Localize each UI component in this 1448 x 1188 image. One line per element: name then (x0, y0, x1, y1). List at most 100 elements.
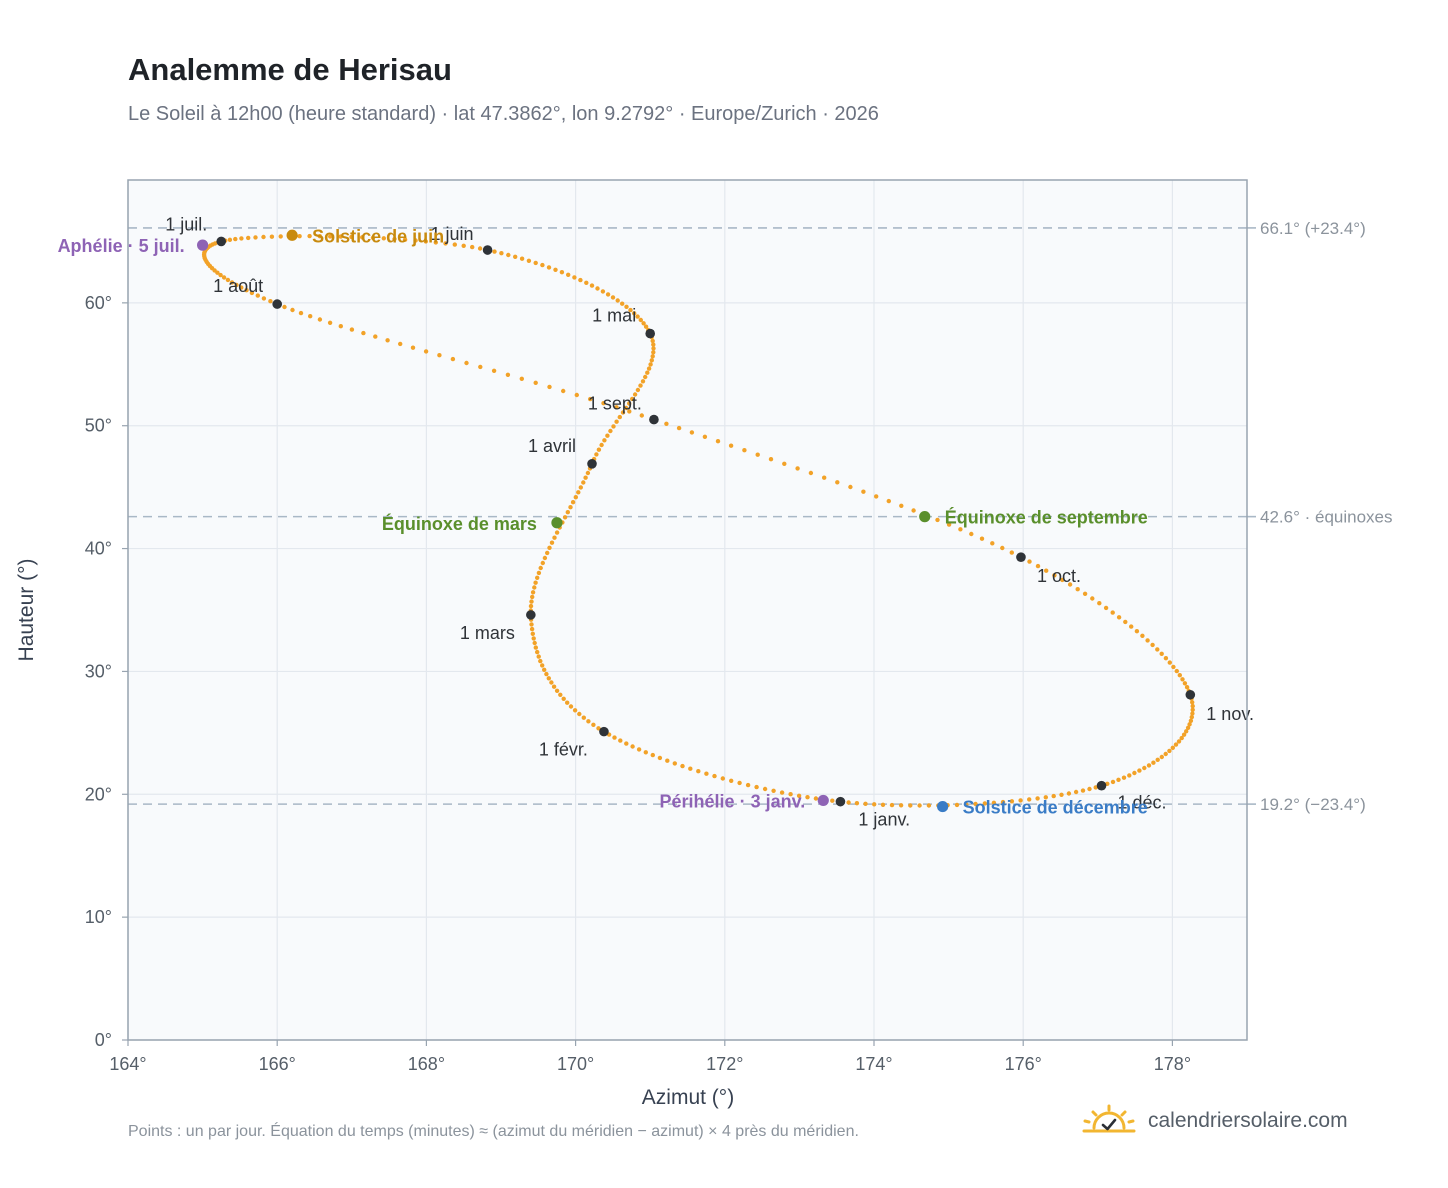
daily-point (1043, 795, 1049, 800)
daily-point (566, 272, 571, 277)
daily-point (1073, 789, 1079, 795)
daily-point (360, 235, 365, 240)
daily-point (1052, 573, 1057, 578)
daily-point (982, 801, 987, 806)
daily-point (676, 425, 682, 431)
daily-point (596, 447, 602, 452)
daily-point (1190, 707, 1195, 712)
month-label: 1 déc. (1118, 793, 1167, 813)
y-tick-label: 10° (85, 907, 112, 927)
daily-point (771, 788, 776, 793)
daily-point (1179, 735, 1184, 741)
daily-point (530, 631, 535, 636)
daily-point (410, 345, 416, 350)
daily-point (911, 508, 916, 513)
reference-line-label: 42.6° · équinoxes (1260, 508, 1393, 527)
event-marker (817, 794, 829, 807)
daily-point (477, 246, 483, 251)
daily-point (969, 531, 974, 537)
daily-point (1087, 786, 1092, 792)
daily-point (627, 401, 632, 406)
daily-point (381, 236, 386, 241)
daily-point (639, 413, 644, 418)
daily-point (269, 234, 275, 239)
daily-point (813, 796, 819, 801)
daily-point (261, 234, 266, 240)
daily-point (614, 419, 619, 424)
daily-point (547, 384, 552, 390)
event-marker (286, 229, 298, 241)
daily-point (338, 324, 343, 329)
month-label: 1 juin (431, 224, 474, 244)
daily-point (546, 265, 552, 270)
daily-point (805, 795, 810, 800)
sun-check-icon (1082, 1104, 1136, 1133)
daily-point (643, 324, 649, 329)
daily-point (581, 480, 586, 485)
daily-point (605, 292, 611, 297)
month-marker (587, 459, 597, 469)
daily-point (1000, 799, 1006, 805)
daily-point (530, 590, 536, 595)
daily-point (715, 439, 721, 444)
daily-point (585, 470, 591, 476)
daily-point (519, 376, 524, 381)
daily-point (568, 704, 574, 709)
daily-point (586, 719, 591, 724)
daily-point (908, 803, 913, 808)
daily-point (1051, 793, 1056, 799)
daily-point (392, 236, 397, 242)
brand[interactable]: calendriersolaire.com (1082, 1104, 1348, 1138)
daily-point (1140, 633, 1145, 638)
daily-point (1190, 703, 1195, 709)
daily-point (298, 310, 304, 316)
daily-point (478, 364, 483, 370)
daily-point (572, 708, 578, 713)
daily-point (1150, 642, 1155, 648)
daily-point (536, 654, 541, 659)
daily-point (1018, 798, 1023, 803)
daily-point (1176, 739, 1182, 744)
x-tick-label: 164° (109, 1054, 146, 1074)
x-axis-label: Azimut (°) (642, 1086, 734, 1109)
daily-point (568, 505, 573, 510)
daily-point (297, 234, 302, 239)
daily-point (1182, 681, 1188, 686)
daily-point (779, 790, 785, 795)
daily-point (338, 234, 343, 239)
daily-point (954, 802, 960, 808)
daily-point (1159, 754, 1165, 760)
daily-point (768, 457, 774, 462)
daily-point (1159, 651, 1164, 656)
daily-point (577, 711, 582, 717)
month-marker (1185, 689, 1196, 700)
y-axis-label: Hauteur (°) (15, 559, 38, 662)
daily-point (880, 802, 886, 807)
daily-point (361, 330, 366, 336)
daily-point (529, 626, 535, 632)
daily-point (830, 798, 835, 803)
daily-point (531, 636, 536, 641)
daily-point (1189, 714, 1195, 720)
daily-point (562, 515, 568, 520)
y-tick-label: 60° (85, 293, 112, 313)
month-marker (599, 726, 609, 737)
plot-area (128, 180, 1247, 1040)
daily-point (796, 793, 802, 798)
daily-point (846, 800, 851, 805)
daily-point (535, 575, 540, 580)
daily-point (535, 649, 540, 655)
daily-point (863, 801, 868, 806)
daily-point (519, 256, 525, 261)
reference-line-label: 66.1° (+23.4°) (1260, 219, 1366, 238)
daily-point (614, 405, 619, 410)
daily-point (239, 285, 244, 290)
daily-point (1170, 745, 1176, 750)
daily-point (645, 370, 650, 375)
daily-point (795, 466, 800, 471)
daily-point (492, 249, 497, 254)
daily-point (917, 803, 922, 808)
daily-point (1009, 550, 1014, 555)
event-label: Solstice de juin (312, 226, 444, 246)
